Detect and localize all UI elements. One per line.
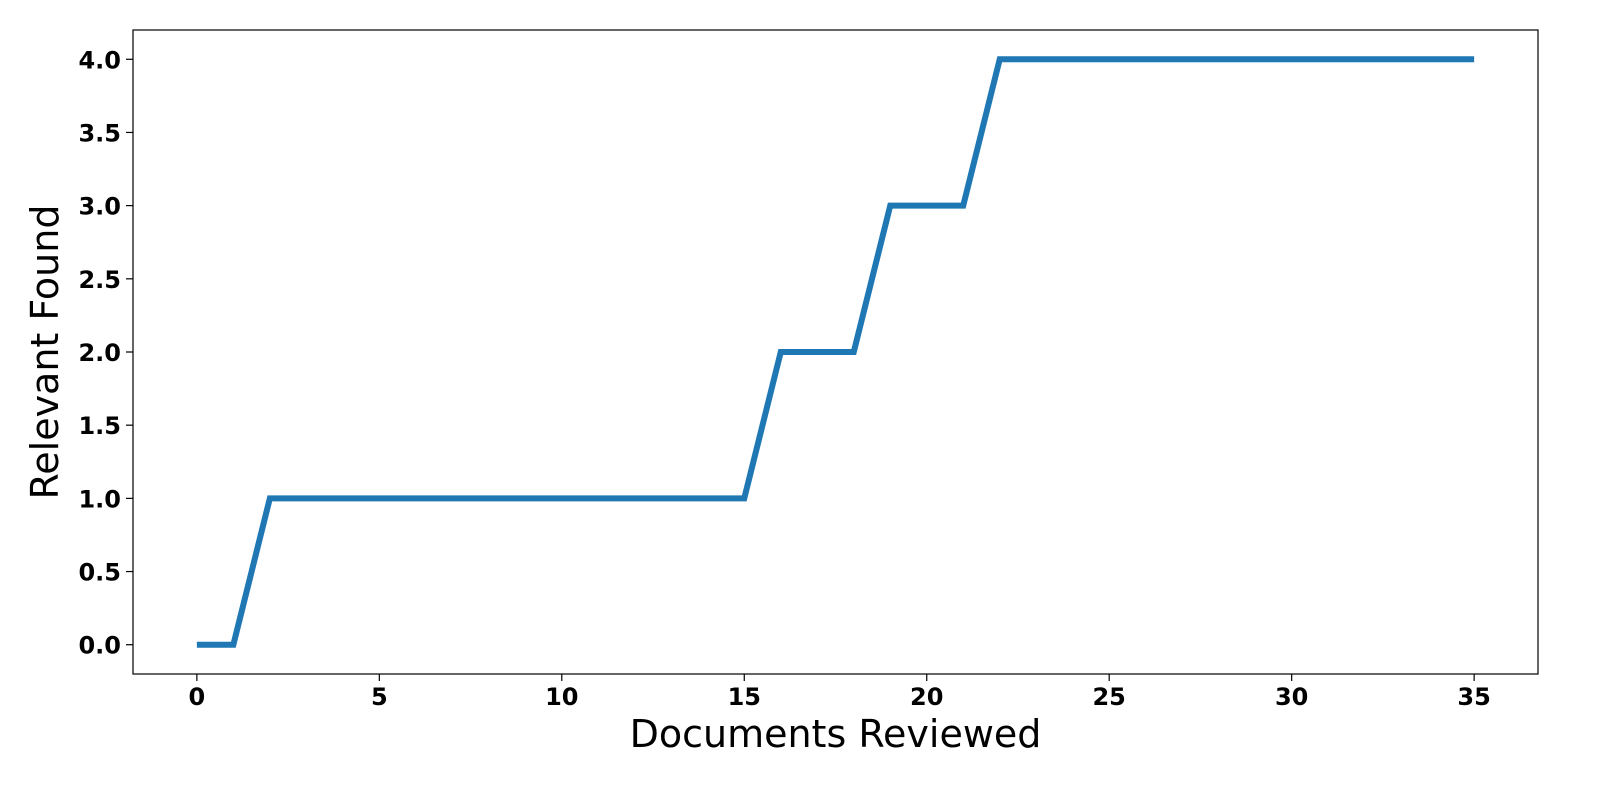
x-tick-label: 10 bbox=[545, 683, 578, 711]
x-tick-label: 35 bbox=[1457, 683, 1490, 711]
y-tick-label: 1.0 bbox=[78, 485, 121, 513]
x-tick-label: 0 bbox=[189, 683, 206, 711]
y-tick-label: 0.0 bbox=[78, 632, 121, 660]
y-tick-label: 2.0 bbox=[78, 339, 121, 367]
y-tick-label: 3.0 bbox=[78, 193, 121, 221]
x-tick-label: 25 bbox=[1092, 683, 1125, 711]
x-tick-label: 5 bbox=[371, 683, 388, 711]
y-tick-label: 4.0 bbox=[78, 46, 121, 74]
x-axis-title: Documents Reviewed bbox=[630, 712, 1042, 756]
y-tick-label: 3.5 bbox=[78, 119, 121, 147]
x-tick-label: 30 bbox=[1275, 683, 1308, 711]
y-tick-label: 0.5 bbox=[78, 559, 121, 587]
y-axis-title: Relevant Found bbox=[23, 205, 67, 500]
y-tick-label: 1.5 bbox=[78, 412, 121, 440]
y-tick-label: 2.5 bbox=[78, 266, 121, 294]
series-line bbox=[196, 56, 1475, 648]
x-tick-label: 15 bbox=[728, 683, 761, 711]
x-tick-label: 20 bbox=[910, 683, 943, 711]
